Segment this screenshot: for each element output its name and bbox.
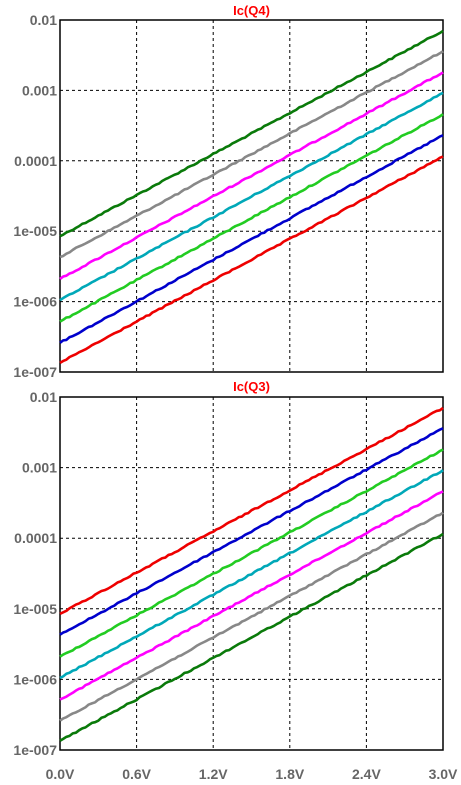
x-tick-label: 2.4V	[352, 766, 381, 782]
series-line-2	[59, 50, 444, 259]
series-line-7	[59, 532, 444, 742]
x-tick-label: 0.6V	[122, 766, 151, 782]
x-tick-label: 0.0V	[46, 766, 75, 782]
chart-panel-1: 0.01 0.001 0.0001 1e-005 1e-006 1e-007 Ic(Q4)	[13, 3, 444, 380]
series-line-5	[59, 490, 444, 701]
series-line-7	[59, 155, 444, 364]
chart-panel-2: 0.01 0.001 0.0001 1e-005 1e-006 1e-007 0.0V 0.6…	[13, 379, 458, 782]
y-tick-label: 1e-006	[13, 294, 57, 310]
series-line-5	[59, 113, 444, 323]
y-tick-label: 0.0001	[14, 530, 57, 546]
y-tick-label: 0.001	[22, 82, 57, 98]
series-line-3	[59, 448, 444, 658]
series-line-6	[59, 511, 444, 722]
x-tick-label: 1.8V	[275, 766, 304, 782]
series-line-3	[59, 71, 444, 280]
y-tick-label: 1e-006	[13, 671, 57, 687]
y-tick-label: 1e-007	[13, 364, 57, 380]
chart-title: Ic(Q4)	[233, 3, 270, 18]
x-tick-label: 3.0V	[429, 766, 458, 782]
chart-title: Ic(Q3)	[233, 379, 270, 394]
y-tick-label: 0.01	[30, 12, 57, 28]
series-line-2	[59, 427, 444, 636]
series-line-4	[59, 91, 444, 302]
x-tick-label: 1.2V	[199, 766, 228, 782]
series-line-1	[59, 29, 444, 238]
y-tick-label: 0.01	[30, 389, 57, 405]
y-tick-label: 1e-005	[13, 223, 57, 239]
series-line-6	[59, 134, 444, 344]
series-line-4	[59, 469, 444, 680]
y-tick-label: 1e-007	[13, 742, 57, 758]
y-tick-label: 1e-005	[13, 601, 57, 617]
series-line-1	[59, 406, 444, 615]
y-tick-label: 0.001	[22, 460, 57, 476]
y-tick-label: 0.0001	[14, 153, 57, 169]
